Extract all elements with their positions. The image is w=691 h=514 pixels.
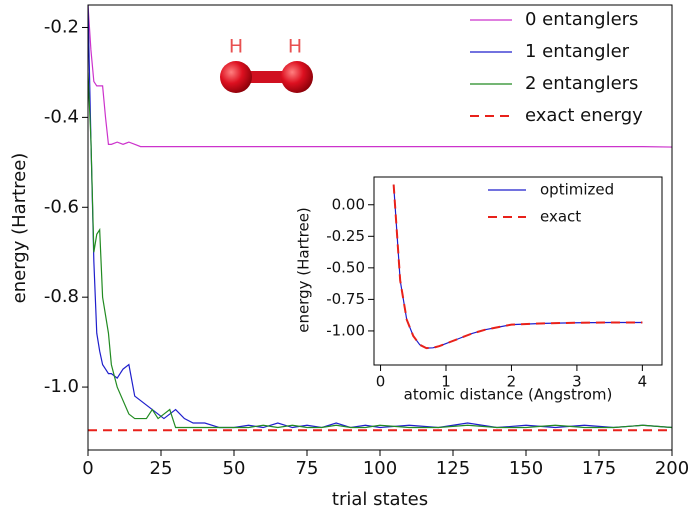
x-tick-label: 1 — [441, 373, 451, 391]
atom-label: H — [229, 36, 243, 58]
x-tick-label: 2 — [507, 373, 517, 391]
legend-label: exact energy — [525, 105, 643, 126]
x-axis-label: atomic distance (Angstrom) — [404, 386, 613, 404]
x-tick-label: 3 — [572, 373, 582, 391]
x-tick-label: 150 — [509, 458, 543, 479]
legend-label: optimized — [540, 181, 614, 199]
x-tick-label: 175 — [582, 458, 616, 479]
atom-label: H — [288, 36, 302, 58]
axes-background — [374, 177, 662, 365]
x-tick-label: 100 — [363, 458, 397, 479]
y-tick-label: -0.2 — [44, 16, 79, 37]
atom — [220, 61, 252, 93]
series-line — [88, 72, 672, 429]
axes-frame — [373, 176, 663, 366]
atom — [281, 61, 313, 93]
series-line — [88, 5, 672, 429]
x-tick-label: 125 — [436, 458, 470, 479]
legend-label: 1 entangler — [525, 41, 630, 62]
x-tick-label: 75 — [296, 458, 319, 479]
bond — [240, 71, 294, 83]
y-tick-label: -0.8 — [44, 286, 79, 307]
molecule: H H — [220, 36, 313, 93]
axes: 0 25 50 75 100 125 150 175 200 -1.0 -0.8 -0.6 -0.4 -0… — [9, 4, 689, 510]
x-tick-label: 25 — [150, 458, 173, 479]
axes-frame — [87, 4, 673, 451]
x-tick-label: 4 — [638, 373, 648, 391]
legend-label: exact — [540, 208, 581, 226]
y-tick-label: -0.50 — [326, 258, 365, 276]
x-axis-label: trial states — [332, 489, 428, 510]
legend-label: 2 entanglers — [525, 73, 638, 94]
y-axis-label: energy (Hartree) — [9, 153, 30, 304]
series-line — [88, 5, 672, 148]
x-tick-label: 50 — [223, 458, 246, 479]
y-tick-label: -1.00 — [326, 321, 365, 339]
axes: 0 1 2 3 4 -1.00 -0.75 -0.50 -0.25 0.00 optimized ex… — [295, 176, 663, 404]
y-axis-label: energy (Hartree) — [295, 207, 313, 333]
x-tick-label: 0 — [376, 373, 386, 391]
x-tick-label: 0 — [82, 458, 93, 479]
y-tick-label: -0.25 — [326, 227, 365, 245]
legend-label: 0 entanglers — [525, 9, 638, 30]
y-tick-label: -0.6 — [44, 196, 79, 217]
series-line — [392, 184, 643, 350]
x-tick-label: 200 — [655, 458, 689, 479]
y-tick-label: -0.75 — [326, 290, 365, 308]
y-tick-label: -0.4 — [44, 106, 79, 127]
y-tick-label: 0.00 — [332, 195, 365, 213]
y-tick-label: -1.0 — [44, 376, 79, 397]
